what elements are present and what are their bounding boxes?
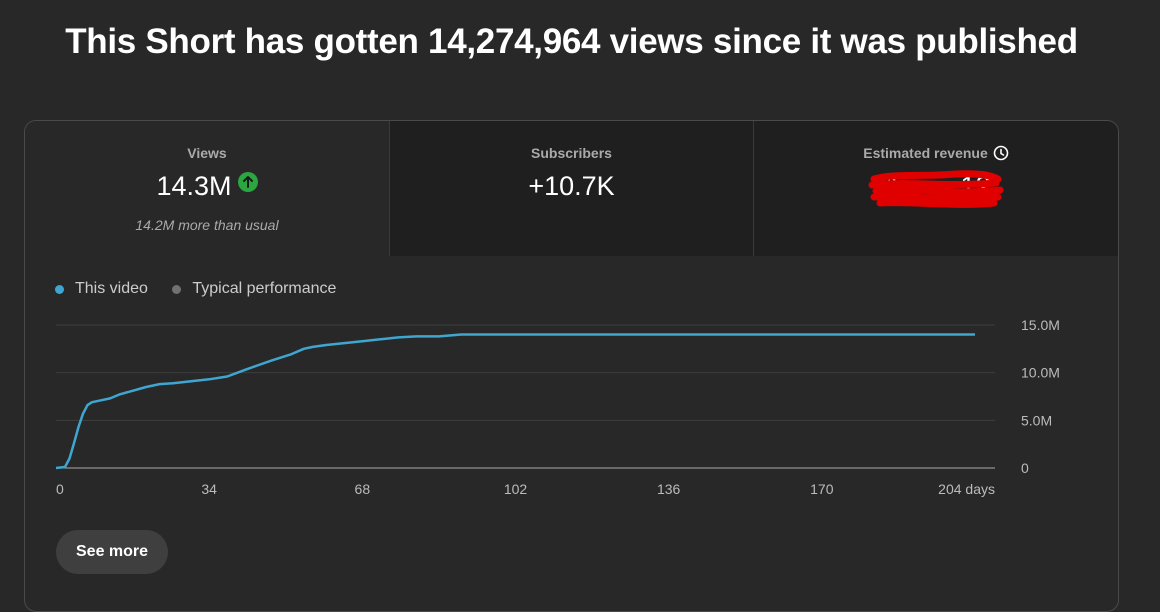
y-tick-label: 15.0M [1021, 317, 1060, 333]
chart-legend: This video Typical performance [55, 280, 356, 299]
views-label: Views [187, 145, 227, 161]
legend-typical-label: Typical performance [192, 280, 337, 297]
arrow-up-icon [237, 172, 258, 192]
y-tick-label: 5.0M [1021, 412, 1052, 428]
views-value: 14.3M [156, 171, 232, 201]
views-value-row: 14.3M [25, 171, 389, 202]
x-tick-label: 68 [355, 481, 371, 497]
redaction-scribble [868, 170, 1004, 208]
x-tick-label: 34 [201, 481, 217, 497]
legend-typical: Typical performance [172, 280, 336, 298]
metrics-row: Views 14.3M 14.2M more than usual Subscr… [25, 121, 1118, 256]
revenue-metric-tab[interactable]: Estimated revenue $12 [754, 121, 1118, 256]
page-title: This Short has gotten 14,274,964 views s… [65, 22, 1078, 61]
views-chart: 0 5.0M 10.0M 15.0M 0 34 68 102 136 170 204 days [55, 317, 1060, 497]
clock-icon[interactable] [993, 145, 1009, 164]
subscribers-value: +10.7K [528, 171, 615, 201]
y-tick-label: 0 [1021, 460, 1029, 476]
x-tick-label: 102 [504, 481, 528, 497]
performance-card: Views 14.3M 14.2M more than usual Subscr… [24, 120, 1119, 612]
x-tick-label: 136 [657, 481, 681, 497]
x-tick-label: 0 [56, 481, 64, 497]
views-metric-tab[interactable]: Views 14.3M 14.2M more than usual [25, 121, 390, 256]
this-video-dot [55, 284, 64, 294]
x-tick-label: 170 [810, 481, 834, 497]
legend-this-video: This video [55, 280, 148, 298]
see-more-button[interactable]: See more [56, 530, 169, 574]
subscribers-metric-tab[interactable]: Subscribers +10.7K [390, 121, 754, 256]
revenue-label-row: Estimated revenue [754, 145, 1118, 164]
revenue-label: Estimated revenue [863, 145, 988, 161]
legend-this-video-label: This video [75, 280, 148, 297]
subscribers-label: Subscribers [531, 145, 612, 161]
views-comparison: 14.2M more than usual [135, 217, 279, 233]
x-tick-label: 204 days [938, 481, 995, 497]
y-tick-label: 10.0M [1021, 365, 1060, 381]
typical-dot [172, 284, 182, 294]
series-line-this-video [55, 333, 975, 470]
